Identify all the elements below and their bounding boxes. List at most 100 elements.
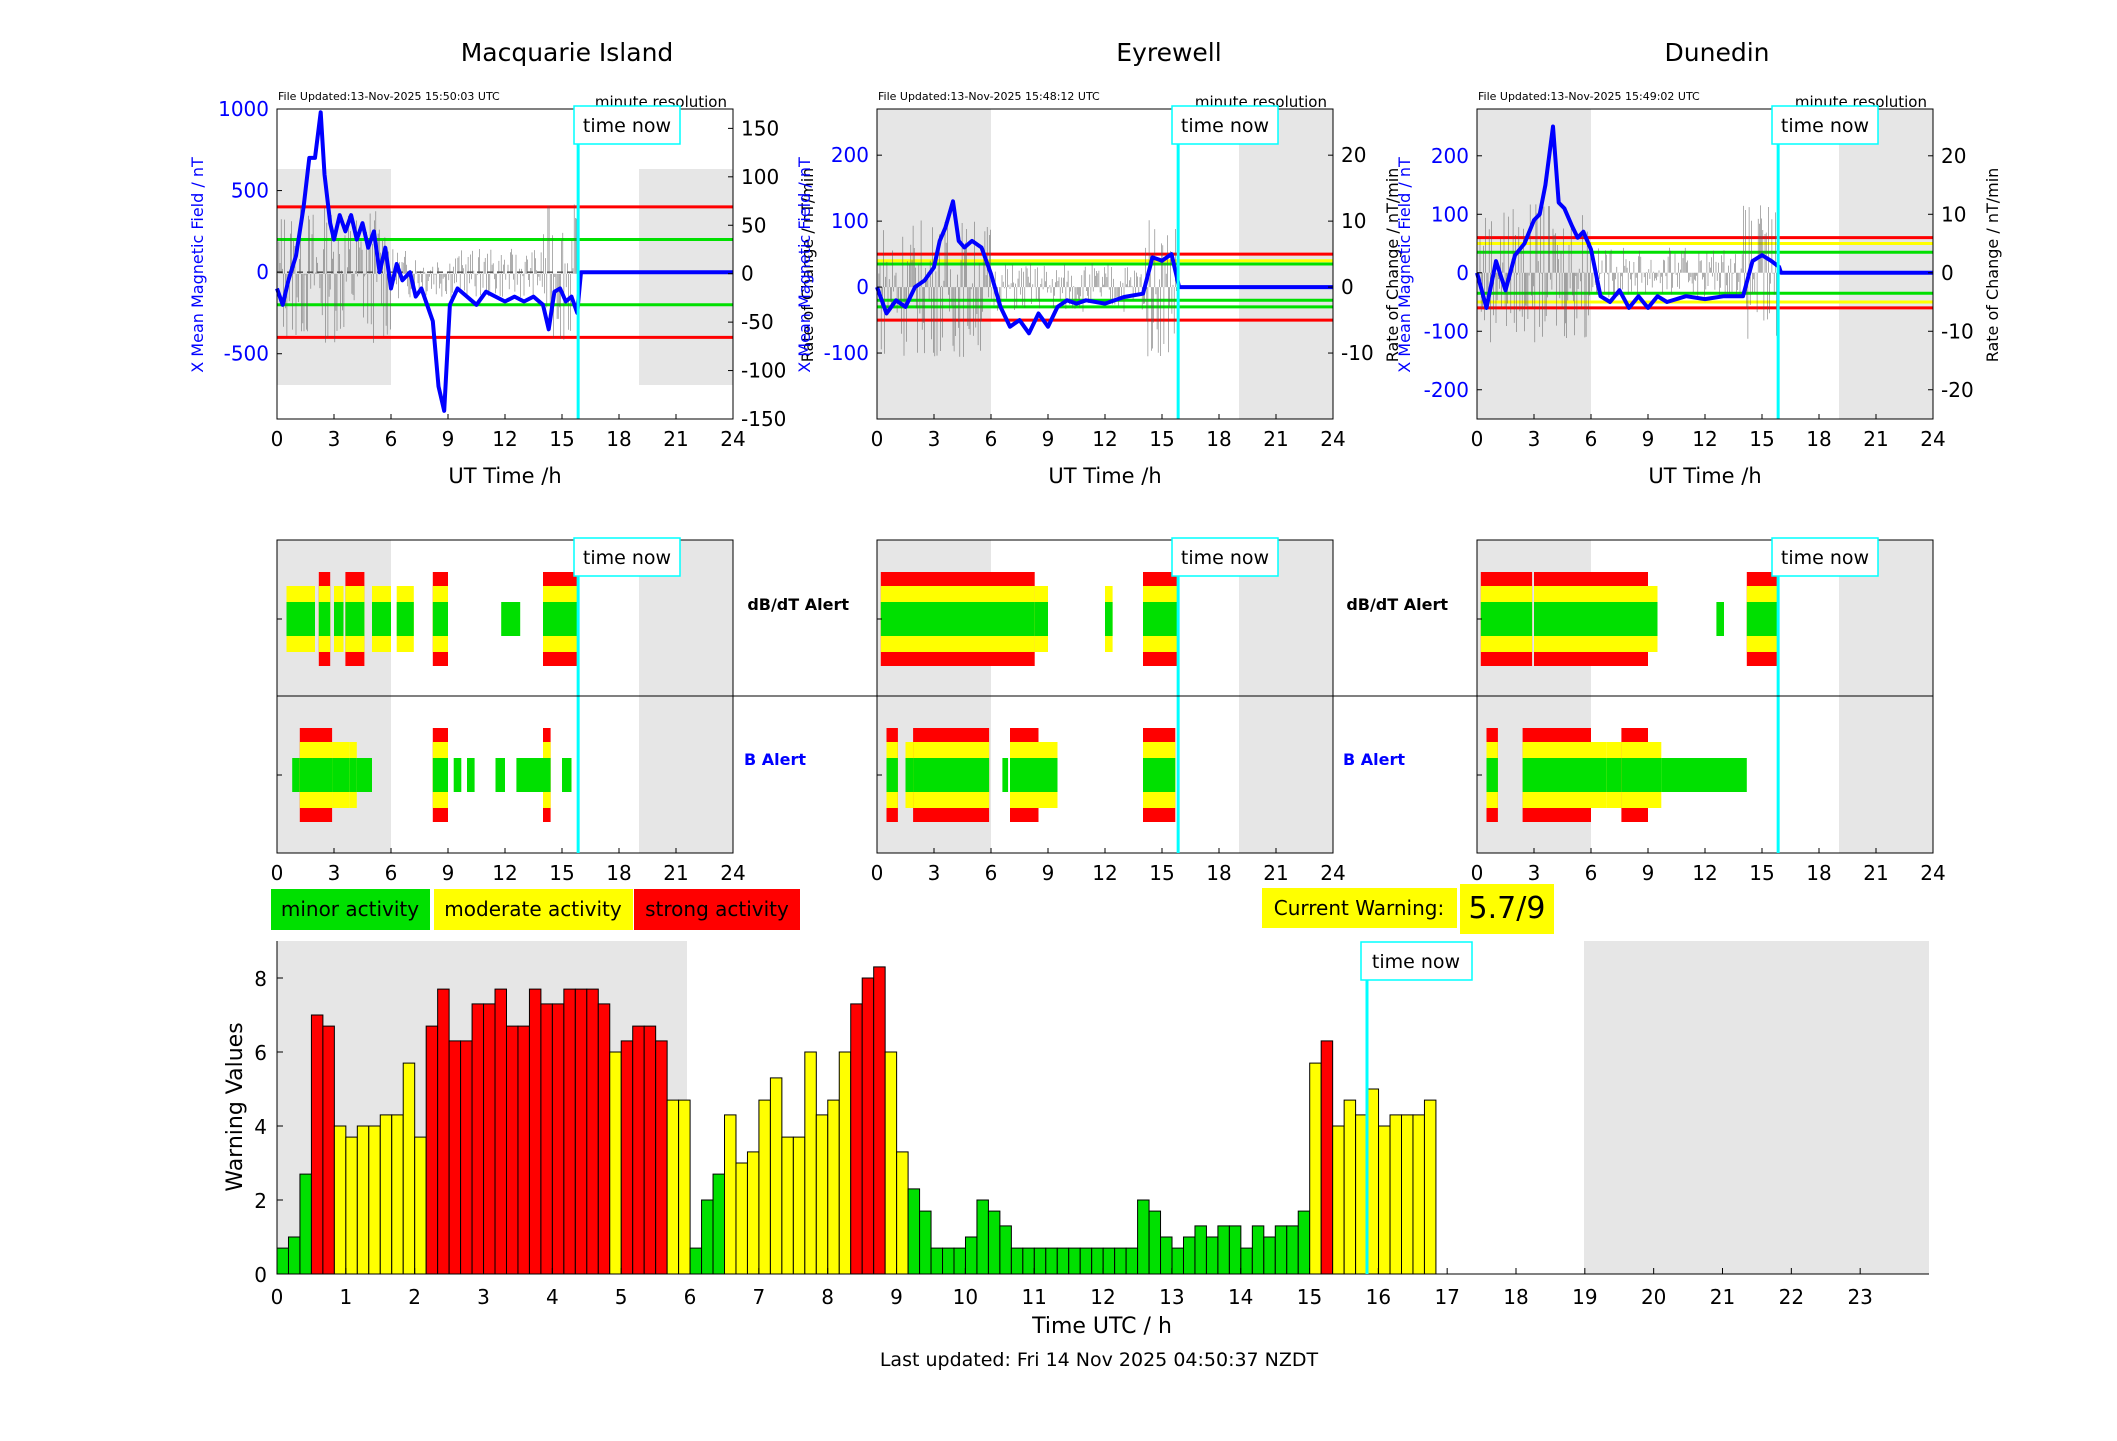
ylabel-left: X Mean Magnetic Field / nT: [188, 157, 207, 373]
ylabel-left: X Mean Magnetic Field / nT: [1395, 157, 1414, 373]
warning-bar: [1182, 1236, 1196, 1275]
warning-bar: [425, 1025, 439, 1275]
station-title-dunedin: Dunedin: [1665, 38, 1770, 67]
warning-bar: [896, 1151, 909, 1275]
x-tick-label: 12: [492, 427, 517, 451]
warning-bar: [494, 988, 507, 1275]
b-minor-bar: [1648, 758, 1662, 792]
right-tick-label: 20: [1941, 144, 1966, 168]
warning-bar: [586, 988, 599, 1275]
b-minor-bar: [913, 758, 925, 792]
right-axis-ticks: -20 -10 0 10 20: [1928, 144, 1974, 402]
warning-bar: [666, 1099, 680, 1275]
warning-bar: [1091, 1247, 1104, 1275]
left-tick-label: 100: [1431, 202, 1469, 226]
rate-of-change-trace: [278, 204, 579, 344]
b-minor-bar: [1661, 758, 1747, 792]
warning-bar: [976, 1199, 989, 1275]
right-tick-label: -20: [1941, 378, 1974, 402]
warning-bar: [1160, 1236, 1173, 1275]
b-alert-label-dunedin: B Alert: [1343, 750, 1405, 769]
dbdt-minor-bar: [432, 602, 448, 636]
x-tick-label: 15: [549, 861, 574, 885]
time-now-box: [1171, 105, 1279, 145]
warning-bar: [1125, 1247, 1139, 1275]
current-warning-label-box: [1262, 888, 1457, 928]
x-tick-label: 13: [1159, 1285, 1184, 1309]
warning-bar: [310, 1014, 324, 1275]
b-minor-bar: [562, 758, 572, 792]
x-tick-label: 8: [821, 1285, 834, 1309]
shade-night-end: [639, 169, 733, 385]
x-tick-label: 18: [1503, 1285, 1528, 1309]
field-panel-dunedin: File Updated:13-Nov-2025 15:49:02 UTC mi…: [1395, 90, 2002, 488]
warning-bar: [1389, 1114, 1403, 1275]
warning-bar: [287, 1236, 301, 1275]
x-tick-label: 12: [1092, 427, 1117, 451]
warning-bar: [437, 988, 450, 1275]
x-tick-label: 16: [1366, 1285, 1391, 1309]
x-tick-label: 11: [1021, 1285, 1046, 1309]
current-warning-value-box: [1460, 884, 1554, 934]
y-tick-label: 4: [254, 1115, 267, 1139]
warning-bar: [1102, 1247, 1116, 1275]
warning-bar: [1068, 1247, 1081, 1275]
time-now-marker: time now: [573, 105, 681, 145]
warning-bar: [815, 1114, 829, 1275]
b-minor-bar: [467, 758, 475, 792]
b-minor-bar: [962, 758, 990, 792]
warning-bar: [345, 1136, 358, 1275]
b-minor-bar: [1038, 758, 1058, 792]
warning-bar: [1343, 1099, 1357, 1275]
warning-bar: [919, 1210, 932, 1275]
warning-bar: [678, 1099, 691, 1275]
time-now-box: [1360, 941, 1473, 981]
dbdt-minor-bar: [501, 602, 521, 636]
x-tick-label: 21: [663, 427, 688, 451]
b-minor-bar: [1621, 758, 1639, 792]
x-tick-label: 12: [1692, 427, 1717, 451]
file-updated-text: File Updated:13-Nov-2025 15:49:02 UTC: [1478, 90, 1700, 103]
field-line: [275, 110, 733, 413]
x-axis-ticks: 0 3 6 9 12 15 18 21 24: [871, 414, 1346, 451]
x-tick-label: 24: [1320, 861, 1345, 885]
warning-bar: [1401, 1114, 1414, 1275]
current-warning-label: Current Warning:: [1274, 896, 1444, 920]
x-tick-label: 23: [1847, 1285, 1872, 1309]
dbdt-minor-bar: [880, 602, 991, 636]
x-axis-ticks: 0 1 2 3 4 5 6 7 8 9 10 11 12 13 14 15 16 17 18 19 20 21 22 23: [271, 1268, 1873, 1309]
dbdt-minor-bar: [1716, 602, 1724, 636]
legend-minor-label: minor activity: [281, 897, 419, 921]
b-minor-bar: [432, 758, 448, 792]
left-tick-label: -100: [1424, 319, 1469, 343]
warning-bar: [483, 1003, 496, 1275]
time-now-label: time now: [583, 115, 671, 137]
warning-bar: [391, 1114, 404, 1275]
right-tick-label: 0: [1341, 275, 1354, 299]
x-tick-label: 15: [1749, 427, 1774, 451]
x-tick-label: 6: [1585, 861, 1598, 885]
b-minor-bar: [1143, 758, 1176, 792]
y-axis-ticks: 0 2 4 6 8: [254, 967, 283, 1287]
left-tick-label: 0: [256, 260, 269, 284]
x-tick-label: 5: [615, 1285, 628, 1309]
left-tick-label: -100: [824, 341, 869, 365]
shade-night-end: [1839, 109, 1933, 419]
warning-bar: [712, 1173, 726, 1275]
x-tick-label: 3: [928, 861, 941, 885]
dbdt-minor-bar: [1143, 602, 1178, 636]
time-now-marker: time now: [1771, 105, 1879, 145]
legend-strong-swatch: [634, 889, 800, 930]
warning-bar: [620, 1040, 634, 1275]
dbdt-minor-bar: [1629, 602, 1648, 636]
warning-bar: [781, 1136, 794, 1275]
warning-bar: [643, 1025, 657, 1275]
current-warning: Current Warning: 5.7/9: [1262, 884, 1554, 934]
x-tick-label: 0: [871, 861, 884, 885]
right-tick-label: 100: [741, 165, 779, 189]
xlabel: UT Time /h: [1648, 464, 1761, 488]
b-minor-bar: [1638, 758, 1648, 792]
